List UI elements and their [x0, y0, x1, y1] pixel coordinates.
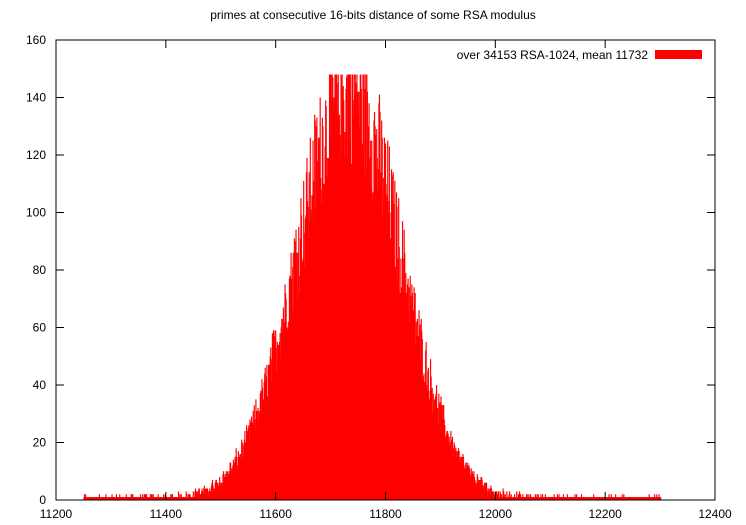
histogram-bars	[83, 74, 662, 501]
histogram-bar	[140, 494, 142, 500]
histogram-bar	[152, 494, 154, 500]
histogram-bar	[608, 494, 610, 500]
y-tick-label: 80	[33, 263, 47, 277]
histogram-bar	[207, 488, 209, 500]
histogram-bar	[131, 494, 133, 500]
legend-label: over 34153 RSA-1024, mean 11732	[457, 48, 649, 62]
histogram-bar	[194, 488, 197, 500]
histogram-bar	[566, 494, 568, 500]
histogram-bar	[98, 494, 100, 500]
histogram-bar	[621, 494, 623, 500]
histogram-bar	[516, 491, 518, 501]
histogram-bar	[142, 494, 144, 500]
x-tick-label: 11200	[40, 507, 73, 521]
histogram-bar	[526, 494, 528, 500]
histogram-bar	[494, 494, 496, 500]
histogram-bar	[132, 494, 134, 500]
histogram-bar	[581, 494, 583, 500]
histogram-bar	[648, 494, 650, 500]
histogram-bar	[163, 494, 165, 500]
histogram-bar	[503, 494, 505, 500]
histogram-bar	[504, 494, 506, 500]
x-tick-label: 11400	[150, 507, 183, 521]
histogram-bar	[125, 494, 127, 500]
legend-swatch	[655, 50, 702, 59]
histogram-bar	[192, 491, 194, 501]
histogram-bar	[85, 494, 87, 500]
histogram-bar	[658, 494, 660, 500]
x-tick-label: 11600	[259, 507, 292, 521]
histogram-bar	[164, 494, 166, 500]
y-tick-label: 20	[33, 436, 47, 450]
histogram-bar	[615, 494, 617, 500]
y-tick-label: 40	[33, 378, 47, 392]
histogram-bar	[188, 494, 190, 500]
histogram-bar	[119, 494, 121, 500]
histogram-bar	[562, 494, 565, 500]
axis-ticks: 11200 11400 11600 11800 12000 12200 12400 0 20 40…	[26, 33, 732, 521]
histogram-bar	[157, 494, 159, 500]
histogram-bar	[493, 491, 495, 501]
histogram-bar	[151, 494, 153, 500]
histogram-bar	[500, 494, 502, 500]
histogram-bar	[517, 494, 519, 500]
histogram-bar	[115, 494, 118, 500]
histogram-bar	[197, 491, 199, 501]
y-tick-label: 140	[26, 91, 46, 105]
histogram-bar	[150, 494, 152, 500]
chart-title: primes at consecutive 16-bits distance o…	[210, 8, 536, 22]
histogram-bar	[553, 494, 555, 500]
histogram-bar	[536, 494, 538, 500]
histogram-bar	[171, 494, 174, 500]
histogram-bar	[498, 491, 500, 501]
histogram-bar	[534, 494, 537, 500]
x-tick-label: 12200	[588, 507, 622, 521]
histogram-bar	[144, 494, 147, 500]
histogram-bar	[170, 494, 172, 500]
histogram-bar	[556, 494, 558, 500]
histogram-bar	[654, 494, 656, 500]
y-tick-label: 120	[26, 148, 46, 162]
histogram-bar	[189, 494, 191, 500]
histogram-bar	[520, 494, 522, 500]
histogram-bar	[540, 494, 542, 500]
y-tick-label: 0	[39, 493, 46, 507]
histogram-bar	[660, 497, 662, 501]
x-tick-label: 12000	[479, 507, 513, 521]
histogram-bar	[105, 494, 107, 500]
histogram-bar	[574, 494, 576, 500]
histogram-bar	[509, 491, 511, 501]
histogram-bar	[558, 494, 560, 500]
histogram-bar	[542, 494, 544, 500]
histogram-bar	[593, 494, 595, 500]
histogram-bar	[537, 494, 539, 500]
histogram-bar	[510, 494, 512, 500]
x-tick-label: 12400	[698, 507, 732, 521]
histogram-bar	[522, 494, 524, 500]
histogram-bar	[514, 494, 516, 500]
histogram-bar	[610, 494, 612, 500]
y-tick-label: 160	[26, 33, 46, 47]
legend: over 34153 RSA-1024, mean 11732	[457, 48, 702, 62]
histogram-bar	[528, 494, 530, 500]
histogram-bar	[84, 494, 86, 500]
histogram-bar	[203, 485, 205, 501]
histogram-bar	[623, 494, 625, 500]
histogram-bar	[180, 494, 182, 500]
histogram-bar	[146, 494, 148, 500]
histogram-bar	[544, 494, 546, 500]
histogram-bar	[656, 494, 658, 500]
histogram-bar	[529, 494, 532, 500]
x-tick-label: 11800	[369, 507, 402, 521]
histogram-bar	[178, 494, 180, 500]
histogram-bar	[111, 494, 113, 500]
y-tick-label: 100	[26, 206, 46, 220]
histogram-bar	[506, 491, 508, 501]
histogram-bar	[576, 494, 578, 500]
histogram-bar	[486, 488, 488, 500]
y-tick-label: 60	[33, 321, 47, 335]
histogram-bar	[186, 494, 188, 500]
